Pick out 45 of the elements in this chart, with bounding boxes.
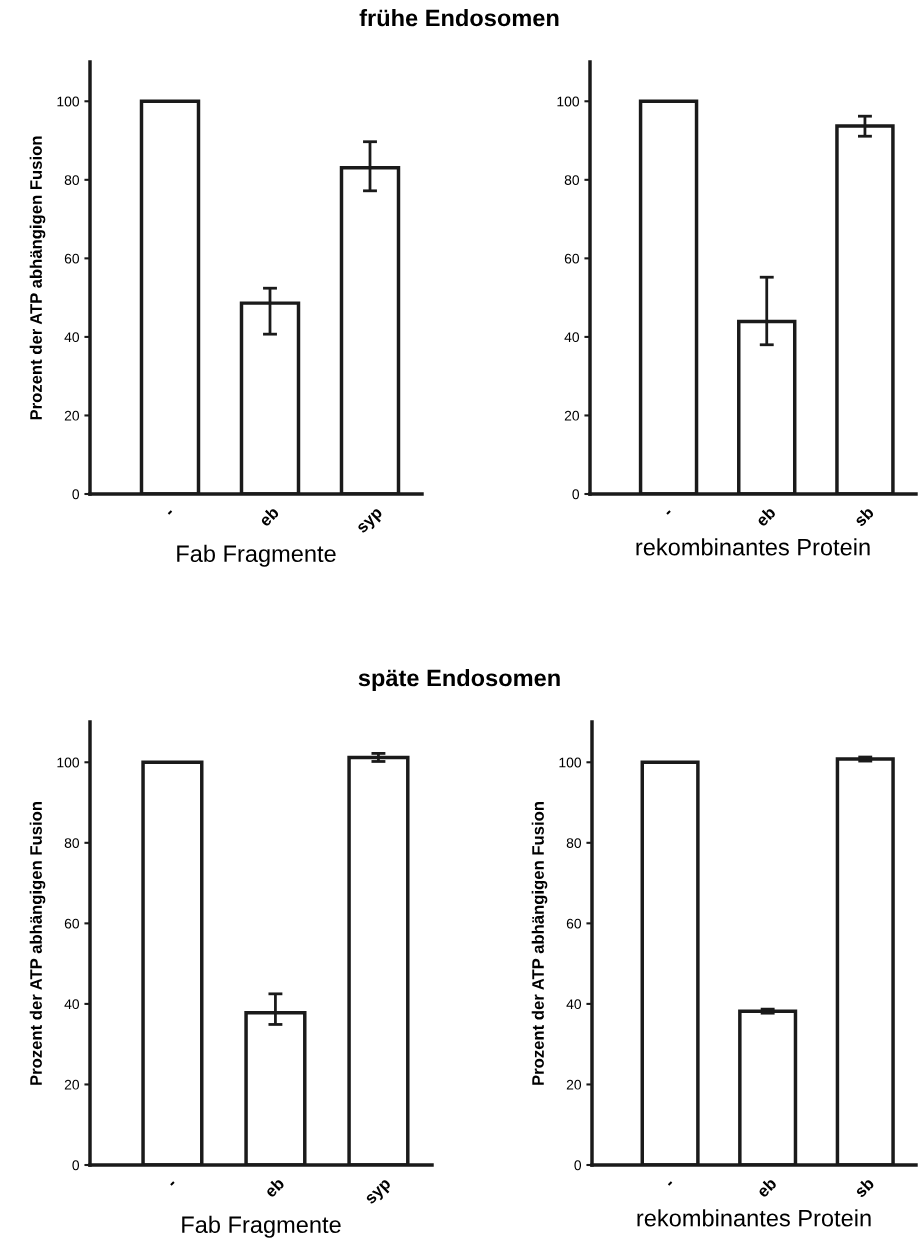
y-tick-label: 20 (64, 410, 80, 421)
y-tick-label: 20 (566, 1079, 582, 1090)
y-tick-label: 40 (64, 999, 80, 1010)
x-tick-label: - (666, 510, 671, 515)
y-tick-label: 40 (566, 999, 582, 1010)
y-tick-label: 40 (64, 332, 80, 343)
x-axis-title: rekombinantes Protein (636, 538, 870, 556)
x-tick-label: - (167, 510, 173, 515)
y-tick-label: 60 (64, 253, 80, 264)
y-tick-label: 40 (564, 332, 580, 343)
chart-title: frühe Endosomen (359, 9, 559, 27)
x-tick-label: sb (853, 1176, 875, 1199)
x-axis-title: Fab Fragmente (182, 1215, 341, 1238)
y-tick-label: 0 (574, 1160, 582, 1171)
x-tick-label: - (667, 1181, 673, 1186)
x-tick-label: eb (754, 505, 777, 528)
x-tick-label: syp (356, 507, 386, 536)
y-tick-label: 20 (564, 410, 580, 421)
x-tick-label: sb (852, 505, 875, 528)
x-tick-label: - (170, 1181, 175, 1186)
y-tick-label: 60 (566, 918, 582, 929)
y-tick-label: 100 (57, 96, 80, 107)
y-tick-label: 0 (72, 1160, 80, 1171)
y-tick-label: 80 (566, 838, 582, 848)
y-tick-label: 80 (564, 175, 580, 185)
x-tick-label: eb (755, 1176, 778, 1199)
chart-title: späte Endosomen (358, 668, 560, 692)
y-axis-title: Prozent der ATP abhängigen Fusion (29, 802, 46, 1085)
y-tick-label: 0 (572, 489, 580, 500)
y-tick-label: 80 (64, 175, 80, 185)
y-tick-label: 20 (64, 1079, 80, 1090)
y-tick-label: 100 (559, 757, 582, 768)
y-axis-title: Prozent der ATP abhängigen Fusion (531, 802, 548, 1085)
x-tick-label: eb (263, 1176, 285, 1199)
y-axis-title: Prozent der ATP abhängigen Fusion (29, 136, 46, 420)
y-tick-label: 100 (57, 757, 80, 768)
x-axis-title: Fab Fragmente (177, 544, 336, 567)
y-tick-label: 60 (64, 918, 80, 929)
x-axis-title: rekombinantes Protein (637, 1209, 871, 1227)
y-tick-label: 0 (72, 489, 80, 500)
x-tick-label: syp (365, 1178, 394, 1207)
x-tick-label: eb (258, 505, 280, 528)
y-tick-label: 60 (564, 253, 580, 264)
y-tick-label: 100 (557, 96, 580, 107)
y-tick-label: 80 (64, 838, 80, 848)
